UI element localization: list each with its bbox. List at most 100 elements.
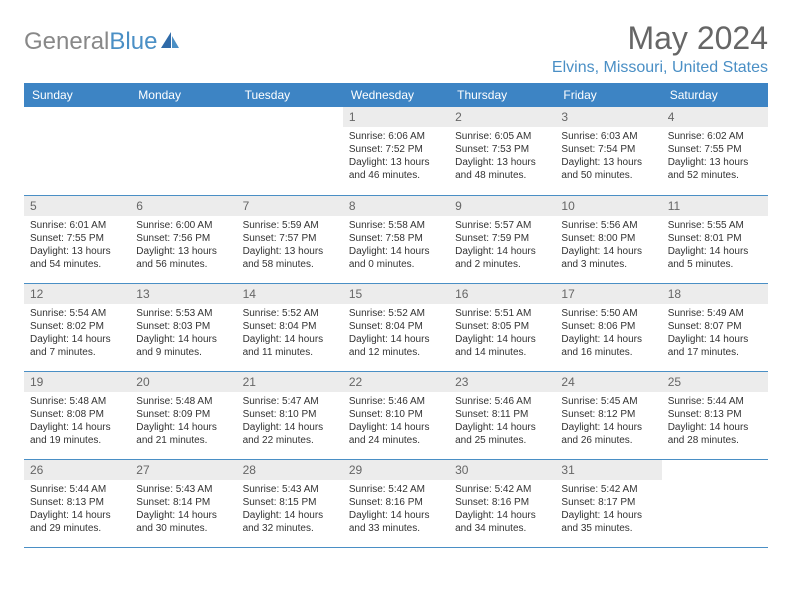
calendar-table: SundayMondayTuesdayWednesdayThursdayFrid… — [24, 83, 768, 548]
calendar-cell: 25Sunrise: 5:44 AMSunset: 8:13 PMDayligh… — [662, 371, 768, 459]
calendar-cell: 15Sunrise: 5:52 AMSunset: 8:04 PMDayligh… — [343, 283, 449, 371]
day-details: Sunrise: 5:46 AMSunset: 8:11 PMDaylight:… — [449, 392, 555, 451]
day-details: Sunrise: 6:06 AMSunset: 7:52 PMDaylight:… — [343, 127, 449, 186]
day-details: Sunrise: 6:05 AMSunset: 7:53 PMDaylight:… — [449, 127, 555, 186]
weekday-header: Thursday — [449, 83, 555, 107]
calendar-cell: 24Sunrise: 5:45 AMSunset: 8:12 PMDayligh… — [555, 371, 661, 459]
logo-word2: Blue — [109, 28, 157, 55]
day-details: Sunrise: 5:59 AMSunset: 7:57 PMDaylight:… — [237, 216, 343, 275]
calendar-cell — [24, 107, 130, 195]
day-number: 18 — [662, 284, 768, 304]
day-number: 4 — [662, 107, 768, 127]
calendar-cell: 21Sunrise: 5:47 AMSunset: 8:10 PMDayligh… — [237, 371, 343, 459]
month-title: May 2024 — [552, 20, 768, 57]
calendar-cell: 3Sunrise: 6:03 AMSunset: 7:54 PMDaylight… — [555, 107, 661, 195]
day-number: 12 — [24, 284, 130, 304]
calendar-cell: 28Sunrise: 5:43 AMSunset: 8:15 PMDayligh… — [237, 459, 343, 547]
calendar-cell: 19Sunrise: 5:48 AMSunset: 8:08 PMDayligh… — [24, 371, 130, 459]
calendar-cell: 23Sunrise: 5:46 AMSunset: 8:11 PMDayligh… — [449, 371, 555, 459]
day-number: 23 — [449, 372, 555, 392]
calendar-cell: 30Sunrise: 5:42 AMSunset: 8:16 PMDayligh… — [449, 459, 555, 547]
day-number: 16 — [449, 284, 555, 304]
day-number: 8 — [343, 196, 449, 216]
day-details: Sunrise: 5:51 AMSunset: 8:05 PMDaylight:… — [449, 304, 555, 363]
day-details: Sunrise: 6:02 AMSunset: 7:55 PMDaylight:… — [662, 127, 768, 186]
day-details: Sunrise: 5:47 AMSunset: 8:10 PMDaylight:… — [237, 392, 343, 451]
calendar-cell: 29Sunrise: 5:42 AMSunset: 8:16 PMDayligh… — [343, 459, 449, 547]
calendar-cell: 2Sunrise: 6:05 AMSunset: 7:53 PMDaylight… — [449, 107, 555, 195]
calendar-cell: 13Sunrise: 5:53 AMSunset: 8:03 PMDayligh… — [130, 283, 236, 371]
calendar-cell: 5Sunrise: 6:01 AMSunset: 7:55 PMDaylight… — [24, 195, 130, 283]
day-details: Sunrise: 5:46 AMSunset: 8:10 PMDaylight:… — [343, 392, 449, 451]
calendar-cell: 9Sunrise: 5:57 AMSunset: 7:59 PMDaylight… — [449, 195, 555, 283]
calendar-week-row: 1Sunrise: 6:06 AMSunset: 7:52 PMDaylight… — [24, 107, 768, 195]
calendar-week-row: 5Sunrise: 6:01 AMSunset: 7:55 PMDaylight… — [24, 195, 768, 283]
day-details: Sunrise: 5:56 AMSunset: 8:00 PMDaylight:… — [555, 216, 661, 275]
calendar-cell — [662, 459, 768, 547]
day-number: 13 — [130, 284, 236, 304]
day-details: Sunrise: 5:55 AMSunset: 8:01 PMDaylight:… — [662, 216, 768, 275]
day-details: Sunrise: 5:42 AMSunset: 8:16 PMDaylight:… — [343, 480, 449, 539]
calendar-cell: 7Sunrise: 5:59 AMSunset: 7:57 PMDaylight… — [237, 195, 343, 283]
weekday-header: Tuesday — [237, 83, 343, 107]
day-number: 9 — [449, 196, 555, 216]
day-details: Sunrise: 5:42 AMSunset: 8:16 PMDaylight:… — [449, 480, 555, 539]
header: GeneralBlue May 2024 Elvins, Missouri, U… — [24, 20, 768, 77]
day-number: 30 — [449, 460, 555, 480]
day-details: Sunrise: 5:50 AMSunset: 8:06 PMDaylight:… — [555, 304, 661, 363]
weekday-header: Monday — [130, 83, 236, 107]
weekday-header: Saturday — [662, 83, 768, 107]
day-number: 28 — [237, 460, 343, 480]
day-number: 24 — [555, 372, 661, 392]
day-details: Sunrise: 5:53 AMSunset: 8:03 PMDaylight:… — [130, 304, 236, 363]
day-number: 29 — [343, 460, 449, 480]
calendar-cell: 22Sunrise: 5:46 AMSunset: 8:10 PMDayligh… — [343, 371, 449, 459]
calendar-cell — [237, 107, 343, 195]
calendar-head: SundayMondayTuesdayWednesdayThursdayFrid… — [24, 83, 768, 107]
logo-text: GeneralBlue — [24, 28, 157, 56]
day-number: 5 — [24, 196, 130, 216]
day-details: Sunrise: 5:52 AMSunset: 8:04 PMDaylight:… — [237, 304, 343, 363]
location: Elvins, Missouri, United States — [552, 59, 768, 77]
day-number: 31 — [555, 460, 661, 480]
day-details: Sunrise: 5:42 AMSunset: 8:17 PMDaylight:… — [555, 480, 661, 539]
calendar-cell: 14Sunrise: 5:52 AMSunset: 8:04 PMDayligh… — [237, 283, 343, 371]
weekday-row: SundayMondayTuesdayWednesdayThursdayFrid… — [24, 83, 768, 107]
calendar-cell: 10Sunrise: 5:56 AMSunset: 8:00 PMDayligh… — [555, 195, 661, 283]
weekday-header: Friday — [555, 83, 661, 107]
day-number: 15 — [343, 284, 449, 304]
day-details: Sunrise: 5:52 AMSunset: 8:04 PMDaylight:… — [343, 304, 449, 363]
day-number: 1 — [343, 107, 449, 127]
day-details: Sunrise: 5:49 AMSunset: 8:07 PMDaylight:… — [662, 304, 768, 363]
calendar-cell: 4Sunrise: 6:02 AMSunset: 7:55 PMDaylight… — [662, 107, 768, 195]
day-details: Sunrise: 5:48 AMSunset: 8:09 PMDaylight:… — [130, 392, 236, 451]
day-number: 10 — [555, 196, 661, 216]
calendar-cell: 1Sunrise: 6:06 AMSunset: 7:52 PMDaylight… — [343, 107, 449, 195]
day-details: Sunrise: 5:44 AMSunset: 8:13 PMDaylight:… — [24, 480, 130, 539]
day-details: Sunrise: 5:44 AMSunset: 8:13 PMDaylight:… — [662, 392, 768, 451]
calendar-cell — [130, 107, 236, 195]
day-details: Sunrise: 5:48 AMSunset: 8:08 PMDaylight:… — [24, 392, 130, 451]
logo: GeneralBlue — [24, 20, 181, 56]
day-number: 22 — [343, 372, 449, 392]
calendar-cell: 6Sunrise: 6:00 AMSunset: 7:56 PMDaylight… — [130, 195, 236, 283]
calendar-cell: 27Sunrise: 5:43 AMSunset: 8:14 PMDayligh… — [130, 459, 236, 547]
day-number: 14 — [237, 284, 343, 304]
day-number: 19 — [24, 372, 130, 392]
day-details: Sunrise: 5:57 AMSunset: 7:59 PMDaylight:… — [449, 216, 555, 275]
calendar-cell: 16Sunrise: 5:51 AMSunset: 8:05 PMDayligh… — [449, 283, 555, 371]
weekday-header: Sunday — [24, 83, 130, 107]
day-number: 20 — [130, 372, 236, 392]
calendar-cell: 18Sunrise: 5:49 AMSunset: 8:07 PMDayligh… — [662, 283, 768, 371]
calendar-cell: 12Sunrise: 5:54 AMSunset: 8:02 PMDayligh… — [24, 283, 130, 371]
calendar-cell: 11Sunrise: 5:55 AMSunset: 8:01 PMDayligh… — [662, 195, 768, 283]
day-details: Sunrise: 5:58 AMSunset: 7:58 PMDaylight:… — [343, 216, 449, 275]
calendar-week-row: 12Sunrise: 5:54 AMSunset: 8:02 PMDayligh… — [24, 283, 768, 371]
calendar-cell: 20Sunrise: 5:48 AMSunset: 8:09 PMDayligh… — [130, 371, 236, 459]
calendar-cell: 26Sunrise: 5:44 AMSunset: 8:13 PMDayligh… — [24, 459, 130, 547]
day-details: Sunrise: 6:03 AMSunset: 7:54 PMDaylight:… — [555, 127, 661, 186]
day-number: 3 — [555, 107, 661, 127]
day-number: 26 — [24, 460, 130, 480]
calendar-cell: 17Sunrise: 5:50 AMSunset: 8:06 PMDayligh… — [555, 283, 661, 371]
day-number: 2 — [449, 107, 555, 127]
